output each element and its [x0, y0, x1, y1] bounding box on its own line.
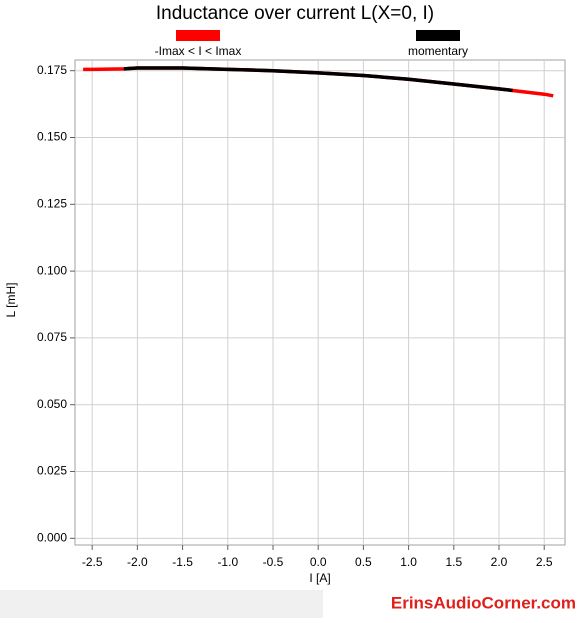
y-tick-label: 0.175 [37, 63, 67, 77]
y-tick-label: 0.150 [37, 130, 67, 144]
legend-label: momentary [408, 44, 468, 58]
x-tick-label: -1.0 [217, 555, 238, 569]
chart-title: Inductance over current L(X=0, I) [156, 3, 434, 24]
y-tick-label: 0.050 [37, 397, 67, 411]
x-tick-label: -2.5 [82, 555, 103, 569]
x-tick-label: -0.5 [263, 555, 284, 569]
y-axis-label: L [mH] [4, 283, 18, 318]
x-tick-label: 2.5 [536, 555, 553, 569]
x-tick-label: 1.5 [445, 555, 462, 569]
plot-area [74, 59, 566, 546]
watermark: ErinsAudioCorner.com [391, 593, 576, 612]
x-tick-label: 0.5 [355, 555, 372, 569]
x-tick-label: 2.0 [491, 555, 508, 569]
y-tick-label: 0.125 [37, 196, 67, 210]
x-axis-label: I [A] [309, 571, 330, 585]
y-tick-label: 0.000 [37, 530, 67, 544]
x-tick-label: -1.5 [172, 555, 193, 569]
x-tick-label: -2.0 [127, 555, 148, 569]
x-tick-label: 0.0 [310, 555, 327, 569]
y-tick-label: 0.025 [37, 464, 67, 478]
data-line [123, 66, 513, 93]
y-tick-label: 0.100 [37, 263, 67, 277]
legend-label: -Imax < I < Imax [155, 44, 242, 58]
y-tick-label: 0.075 [37, 330, 67, 344]
legend-swatch [416, 30, 460, 41]
footer-band [0, 590, 323, 618]
x-tick-label: 1.0 [400, 555, 417, 569]
legend-swatch [176, 30, 220, 41]
